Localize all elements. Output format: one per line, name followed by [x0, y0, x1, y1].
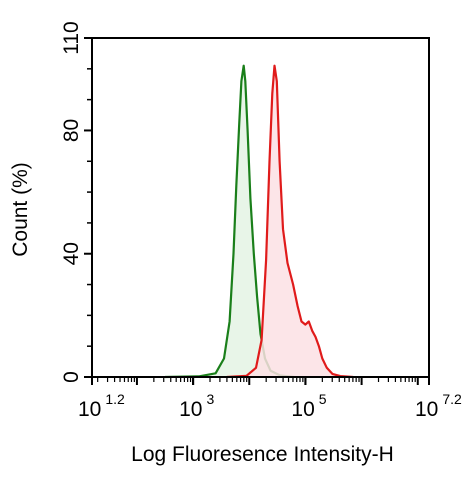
y-tick-label: 40 — [60, 242, 83, 265]
x-tick-exponent: 3 — [206, 391, 214, 407]
x-tick-base: 10 — [78, 398, 101, 421]
x-axis-title: Log Fluoresence Intensity-H — [131, 443, 394, 466]
x-tick-base: 10 — [179, 398, 202, 421]
x-tick-exponent: 7.2 — [442, 391, 462, 407]
x-tick-exponent: 1.2 — [105, 391, 125, 407]
x-tick-base: 10 — [415, 398, 438, 421]
series-2-area — [226, 65, 354, 377]
x-tick-label: 10 5 — [291, 391, 326, 421]
plot-frame — [91, 37, 430, 378]
x-tick-base: 10 — [291, 398, 314, 421]
y-tick-label: 0 — [60, 371, 83, 383]
series-layer — [164, 64, 354, 379]
x-tick-label: 10 7.2 — [415, 391, 462, 421]
x-tick-exponent: 5 — [319, 391, 327, 407]
x-tick-label: 10 1.2 — [78, 391, 125, 421]
y-axis: 0 40 80 110 — [60, 21, 92, 383]
x-tick-label: 10 3 — [179, 391, 214, 421]
y-tick-label: 110 — [60, 21, 83, 54]
y-axis-title: Count (%) — [9, 162, 32, 257]
x-axis: 10 1.2 10 3 10 5 10 7.2 — [78, 377, 462, 421]
series-2-line — [226, 64, 354, 379]
y-tick-label: 80 — [60, 119, 83, 142]
